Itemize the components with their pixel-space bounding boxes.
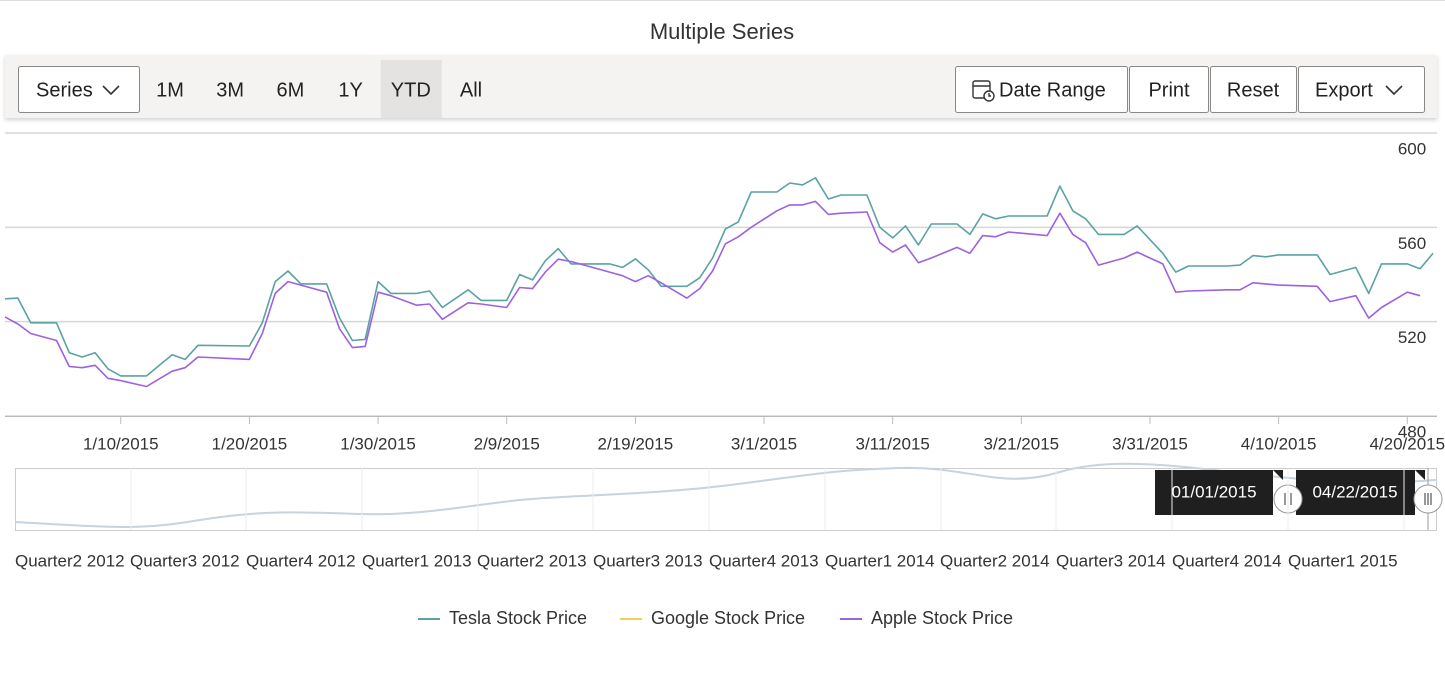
range-end-tooltip: 04/22/2015 [1296,470,1425,515]
x-tick-label: 1/10/2015 [83,434,159,453]
x-tick-label: 3/1/2015 [731,434,797,453]
period-button[interactable]: YTD [380,60,442,118]
period-buttons: 1M 3M 6M 1Y YTD All [156,60,482,118]
navigator-label: Quarter3 2013 [593,551,703,570]
period-button[interactable]: 1Y [338,79,362,101]
plot-area [4,177,1434,388]
chart-title: Multiple Series [650,19,794,44]
navigator-label: Quarter2 2013 [477,551,587,570]
range-start-label: 01/01/2015 [1171,482,1256,501]
period-label[interactable]: 1Y [338,79,362,101]
x-tick-label: 3/31/2015 [1112,434,1188,453]
navigator-label: Quarter1 2013 [362,551,472,570]
navigator-label: Quarter4 2014 [1172,551,1282,570]
tooltip-tip [1415,470,1425,480]
toolbar: Series 1M 3M 6M 1Y YTD All Date Range Print R… [5,55,1437,118]
print-bg[interactable] [1129,66,1209,113]
x-tick-label: 1/30/2015 [340,434,416,453]
navigator-overview [14,462,1437,528]
x-tick-label: 3/11/2015 [855,434,929,453]
period-button[interactable]: 1M [156,79,184,101]
navigator: 01/01/2015 04/22/2015 Quarter2 2012 Quart… [14,462,1443,570]
period-label[interactable]: 6M [277,79,305,101]
period-label[interactable]: 1M [156,79,184,101]
legend: Tesla Stock Price Google Stock Price Apple… [418,608,1013,628]
series-button-label[interactable]: Series [36,79,93,101]
date-range-bg[interactable] [955,66,1128,113]
reset-label[interactable]: Reset [1227,79,1280,101]
range-end-label: 04/22/2015 [1312,482,1397,501]
y-tick-label: 560 [1398,234,1426,253]
series-button[interactable]: Series [18,66,140,113]
y-tick-label: 480 [1398,422,1426,441]
navigator-label: Quarter1 2015 [1288,551,1398,570]
print-label[interactable]: Print [1148,79,1190,101]
legend-label[interactable]: Google Stock Price [651,608,805,628]
date-range-label[interactable]: Date Range [999,79,1106,101]
legend-item[interactable]: Apple Stock Price [840,608,1013,628]
reset-bg[interactable] [1210,66,1297,113]
navigator-label: Quarter3 2012 [130,551,240,570]
x-tick-label: 4/10/2015 [1241,434,1317,453]
period-button[interactable]: All [460,79,482,101]
range-start-tooltip: 01/01/2015 [1155,470,1283,515]
navigator-label: Quarter4 2012 [246,551,356,570]
chevron-icon [1385,85,1403,96]
export-bg[interactable] [1298,66,1425,113]
legend-item[interactable]: Tesla Stock Price [418,608,587,628]
navigator-label: Quarter3 2014 [1056,551,1166,570]
x-tick-label: 3/21/2015 [984,434,1060,453]
chevron-icon [102,85,120,96]
navigator-label: Quarter4 2013 [709,551,819,570]
navigator-label: Quarter2 2012 [15,551,125,570]
period-button[interactable]: 6M [277,79,305,101]
period-label[interactable]: All [460,79,482,101]
y-tick-label: 600 [1398,139,1426,158]
x-tick-label: 2/9/2015 [474,434,540,453]
x-tick-label: 2/19/2015 [598,434,674,453]
export-button[interactable]: Export [1298,66,1425,113]
tooltip-tip [1273,470,1283,480]
print-button[interactable]: Print [1129,66,1209,113]
reset-button[interactable]: Reset [1210,66,1297,113]
legend-item[interactable]: Google Stock Price [620,608,805,628]
y-tick-label: 520 [1398,328,1426,347]
x-axis: 1/10/2015 1/20/2015 1/30/2015 2/9/2015 2/19/… [5,416,1445,453]
period-label[interactable]: YTD [391,79,431,101]
period-button[interactable]: 3M [216,79,244,101]
legend-label[interactable]: Tesla Stock Price [449,608,587,628]
x-tick-label: 4/20/2015 [1369,434,1445,453]
calendar-icon [972,80,995,102]
range-handle[interactable] [1413,484,1443,514]
series-button-bg[interactable] [18,66,140,113]
date-range-button[interactable]: Date Range [955,66,1128,113]
handle-grip [1424,493,1432,505]
export-label[interactable]: Export [1315,79,1373,101]
grid: 480 520 560 600 [5,132,1437,441]
navigator-label: Quarter2 2014 [940,551,1050,570]
tooltip-bg [1155,470,1273,515]
navigator-label: Quarter1 2014 [825,551,935,570]
x-tick-label: 1/20/2015 [212,434,288,453]
series-line [4,200,1421,388]
period-label[interactable]: 3M [216,79,244,101]
period-selected-bg[interactable] [380,60,442,118]
tooltip-bg [1296,470,1415,515]
series-line [4,177,1434,377]
legend-label[interactable]: Apple Stock Price [871,608,1013,628]
